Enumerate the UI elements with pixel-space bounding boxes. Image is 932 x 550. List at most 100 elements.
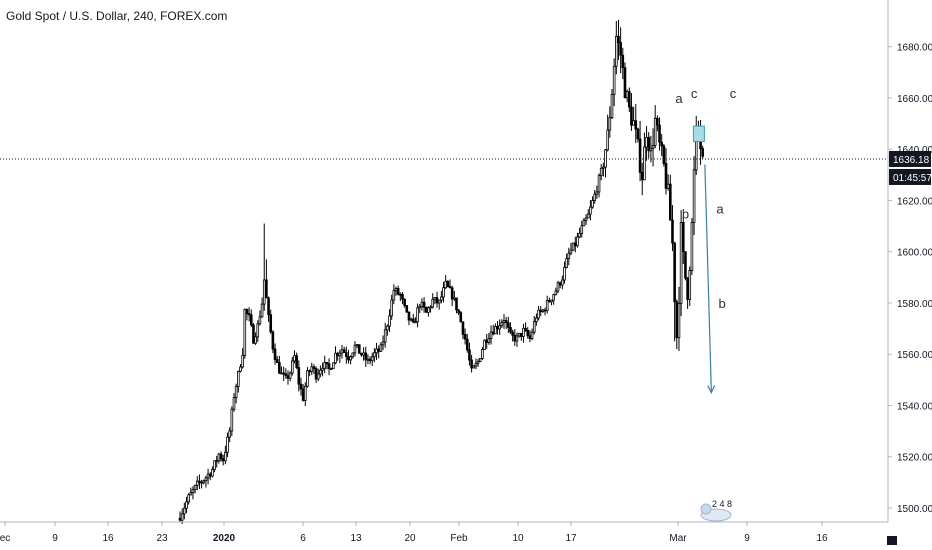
candle (556, 280, 560, 294)
candle-body (500, 322, 504, 327)
price-axis[interactable]: 1500.00 1520.00 1540.00 1560.00 1580.00 1600.… (887, 0, 932, 522)
candle (437, 299, 441, 310)
candle (414, 317, 417, 324)
plot-area[interactable] (178, 19, 705, 525)
candle (444, 275, 447, 290)
current-price-tag[interactable] (889, 150, 931, 167)
candle (332, 362, 335, 370)
candle (606, 114, 609, 152)
candle (198, 474, 201, 489)
candle (291, 356, 294, 376)
candle (271, 330, 275, 354)
candle (455, 297, 458, 314)
candle-body (437, 299, 441, 304)
candle (485, 334, 489, 349)
target-box[interactable] (692, 125, 705, 142)
candle-body (239, 366, 242, 372)
candle-body (595, 191, 599, 195)
candle-body (323, 362, 327, 369)
candle (327, 358, 331, 376)
candle (660, 133, 663, 157)
candle-body (396, 288, 400, 295)
candle (615, 21, 618, 75)
candle-body (262, 279, 266, 305)
candle (409, 317, 413, 322)
candle-body (526, 330, 530, 337)
candle-body (271, 331, 275, 350)
candle (293, 350, 296, 364)
candle (504, 316, 508, 330)
candle (245, 308, 249, 321)
wave-label-a: a (675, 91, 683, 106)
candle-body (260, 303, 264, 318)
candle (591, 196, 594, 209)
candle (422, 297, 426, 313)
candle-body (504, 320, 508, 324)
candle-body (409, 318, 413, 321)
candle-body (617, 35, 620, 44)
candle-body (679, 222, 683, 304)
candle-body (306, 370, 309, 387)
y-tick-label: 1560.00 (897, 350, 932, 361)
candle-body (649, 147, 653, 152)
candle (489, 325, 493, 345)
candle (494, 323, 497, 335)
candle (351, 352, 355, 359)
candle (424, 306, 428, 313)
candle (554, 287, 558, 296)
candle (215, 455, 219, 468)
candle (265, 259, 268, 299)
candle (625, 89, 629, 103)
candle-body (392, 290, 396, 301)
candle (308, 369, 311, 377)
projection-arrow[interactable] (704, 164, 712, 393)
candle (306, 367, 309, 388)
candle-body (640, 171, 644, 181)
time-axis[interactable]: ec 9 16 23 2020 6 13 20 Feb 10 17 Mar 9 16 (0, 521, 897, 545)
x-tick-label: 23 (156, 533, 168, 544)
candle (213, 460, 216, 473)
candle-body (591, 200, 594, 208)
candle (370, 352, 374, 367)
candle (178, 511, 182, 523)
candle (617, 19, 620, 60)
candle (621, 47, 625, 80)
candle (325, 362, 329, 370)
wave-label-b: b (719, 296, 726, 311)
candle (483, 339, 486, 350)
candle (357, 344, 361, 354)
candle (366, 354, 370, 365)
candle-body (258, 316, 262, 325)
candle-body (366, 358, 370, 361)
candle-body (407, 311, 411, 321)
candle (243, 308, 247, 359)
candle-body (692, 169, 696, 223)
candle-body (608, 117, 612, 131)
x-tick-label: ec (0, 533, 10, 544)
candle-body (470, 359, 473, 369)
candle-body (461, 321, 465, 335)
candle-body (621, 54, 625, 69)
candle-body (535, 317, 538, 323)
candle-body (688, 270, 692, 300)
candle (675, 299, 679, 350)
candle-body (524, 327, 527, 331)
candle (347, 349, 350, 364)
candle (498, 319, 501, 335)
candle-body (364, 352, 368, 361)
candle (278, 355, 281, 375)
candle-body (662, 145, 666, 164)
candle-body (565, 258, 568, 268)
candle (323, 355, 327, 374)
candle-body (193, 484, 197, 491)
watermark-text: 2 4 8 (712, 499, 732, 509)
candle (604, 148, 607, 178)
candle (204, 475, 208, 488)
candle-body (630, 106, 633, 126)
candle (433, 297, 437, 305)
candle-body (487, 338, 491, 343)
candle (524, 322, 527, 332)
candle-body (308, 370, 311, 373)
candle-body (241, 355, 244, 368)
